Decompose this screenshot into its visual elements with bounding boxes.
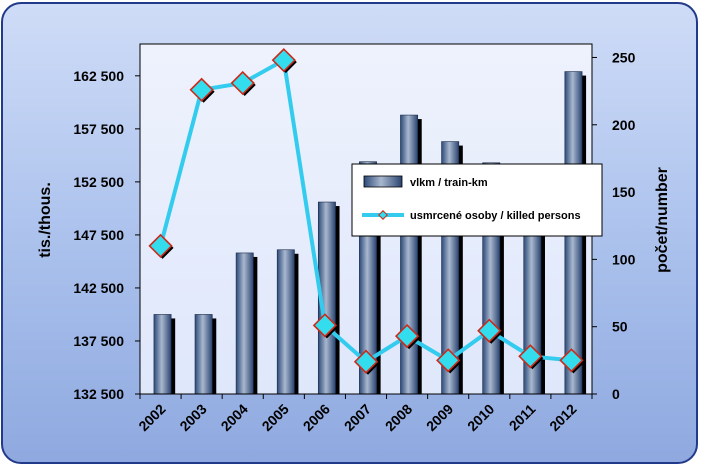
x-tick-label: 2012 xyxy=(546,401,579,434)
left-tick-label: 157 500 xyxy=(73,121,124,137)
x-tick-label: 2006 xyxy=(300,401,333,434)
legend-bar-label: vlkm / train-km xyxy=(410,177,488,189)
legend-box xyxy=(351,163,603,237)
line-series xyxy=(148,48,585,375)
legend: vlkm / train-km usmrcené osoby / killed … xyxy=(351,163,603,237)
x-tick-label: 2007 xyxy=(341,401,374,434)
left-tick-label: 132 500 xyxy=(73,386,124,402)
right-tick-label: 150 xyxy=(612,184,636,200)
left-tick-label: 162 500 xyxy=(73,68,124,84)
x-axis-ticks: 2002 2003 2004 2005 2006 2007 2008 2009 2010 2011… xyxy=(135,394,593,434)
right-tick-label: 0 xyxy=(612,386,620,402)
legend-line-marker xyxy=(378,210,388,220)
line-point xyxy=(230,70,255,96)
line-point xyxy=(394,323,420,349)
left-tick-label: 147 500 xyxy=(73,227,124,243)
bar xyxy=(276,249,295,395)
x-tick-label: 2009 xyxy=(423,401,456,434)
line-point xyxy=(477,318,502,343)
bar xyxy=(400,114,419,395)
line-point xyxy=(189,77,214,102)
left-tick-label: 137 500 xyxy=(73,333,124,349)
left-axis-ticks: 132 500 137 500 142 500 147 500 152 500 157 5… xyxy=(73,68,140,402)
x-tick-label: 2010 xyxy=(464,401,497,434)
right-tick-label: 200 xyxy=(612,117,636,133)
left-tick-label: 142 500 xyxy=(73,280,124,296)
line-point xyxy=(518,344,543,369)
x-tick-label: 2005 xyxy=(259,401,292,434)
right-tick-label: 50 xyxy=(612,319,628,335)
right-tick-label: 100 xyxy=(612,251,636,267)
bar xyxy=(194,314,213,395)
right-axis-ticks: 0 50 100 150 200 250 xyxy=(592,49,636,402)
x-tick-label: 2003 xyxy=(176,401,209,434)
line-point xyxy=(312,313,338,338)
legend-line-label: usmrcené osoby / killed persons xyxy=(410,210,581,222)
line-point xyxy=(436,348,461,373)
legend-bar-swatch xyxy=(363,175,403,188)
x-tick-label: 2008 xyxy=(382,401,415,434)
x-tick-label: 2004 xyxy=(218,401,251,434)
line-point xyxy=(148,233,173,259)
x-tick-label: 2011 xyxy=(506,401,539,434)
left-axis-title: tis./thous. xyxy=(37,182,54,258)
right-tick-label: 250 xyxy=(612,49,636,65)
line-point xyxy=(271,48,296,73)
right-axis-title: počet/number xyxy=(654,167,671,273)
line-point xyxy=(559,348,584,373)
left-tick-label: 152 500 xyxy=(73,174,124,190)
bar xyxy=(235,252,254,395)
x-tick-label: 2002 xyxy=(135,401,168,434)
line-point xyxy=(353,349,379,374)
bar xyxy=(153,314,172,395)
